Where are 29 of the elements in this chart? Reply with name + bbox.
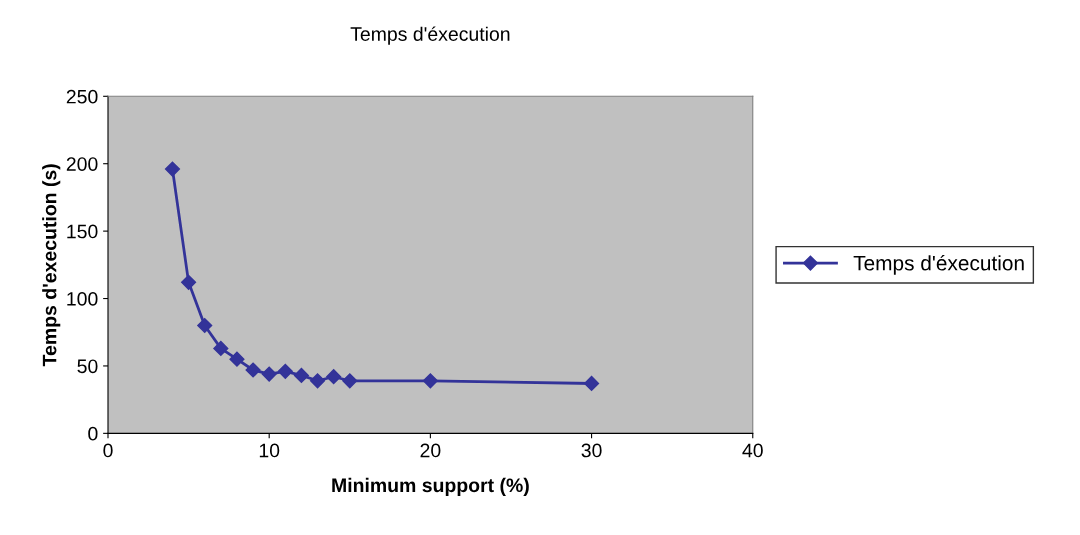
- point: [342, 373, 358, 389]
- x-axis-title: Minimum support (%): [332, 477, 529, 496]
- y-tick-label: 100: [67, 292, 98, 306]
- y-tick-label: 250: [66, 89, 98, 104]
- point: [164, 161, 181, 177]
- y-tick-label: 150: [67, 224, 98, 239]
- chart-title: Temps d'éxecution: [350, 26, 510, 45]
- legend-label: Temps d'éxecution: [853, 254, 1024, 275]
- point: [293, 367, 309, 383]
- point: [277, 363, 293, 379]
- y-tick-label: 200: [66, 157, 98, 171]
- x-tick-label: 40: [742, 443, 763, 458]
- point: [245, 362, 261, 378]
- point: [229, 351, 245, 367]
- y-tick-label: 0: [88, 426, 98, 441]
- point: [197, 317, 213, 334]
- x-tick-label: 10: [259, 443, 280, 458]
- x-tick-label: 0: [103, 443, 113, 458]
- y-tick-label: 50: [77, 359, 98, 374]
- point: [213, 340, 229, 356]
- x-tick-label: 30: [581, 443, 602, 458]
- x-tick-label: 20: [420, 443, 441, 458]
- point: [309, 373, 326, 389]
- point: [261, 366, 277, 382]
- point: [326, 369, 342, 385]
- y-axis-title: Temps d'execution (s): [42, 164, 61, 367]
- point: [422, 373, 438, 389]
- point: [181, 274, 197, 290]
- point: [583, 375, 600, 392]
